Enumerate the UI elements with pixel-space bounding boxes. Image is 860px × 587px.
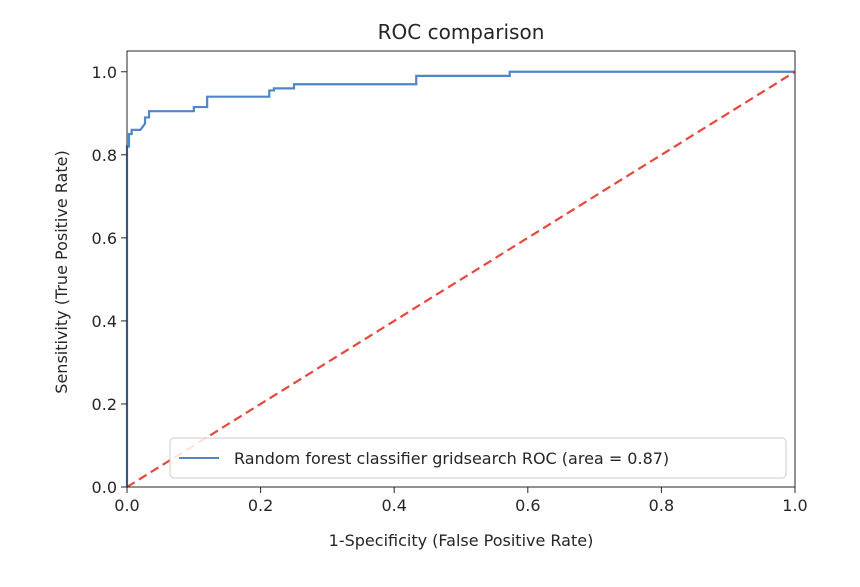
x-axis-label: 1-Specificity (False Positive Rate) bbox=[329, 531, 594, 550]
y-tick-label: 0.8 bbox=[92, 146, 117, 165]
x-tick-label: 1.0 bbox=[782, 496, 807, 515]
legend: Random forest classifier gridsearch ROC … bbox=[169, 437, 787, 479]
legend-label: Random forest classifier gridsearch ROC … bbox=[234, 449, 669, 468]
y-tick-label: 1.0 bbox=[92, 63, 117, 82]
y-tick-label: 0.0 bbox=[92, 478, 117, 497]
axes-frame bbox=[126, 50, 796, 488]
y-axis-label: Sensitivity (True Positive Rate) bbox=[52, 150, 71, 393]
legend-box bbox=[169, 437, 787, 479]
chart-title: ROC comparison bbox=[378, 20, 545, 44]
chance-diagonal-line bbox=[126, 70, 796, 488]
x-tick-label: 0.4 bbox=[381, 496, 406, 515]
y-tick-label: 0.6 bbox=[92, 229, 117, 248]
x-tick-label: 0.2 bbox=[248, 496, 273, 515]
x-tick-label: 0.8 bbox=[649, 496, 674, 515]
x-tick-label: 0.0 bbox=[114, 496, 139, 515]
plot-area bbox=[125, 70, 796, 488]
y-tick-label: 0.4 bbox=[92, 312, 117, 331]
y-tick-label: 0.2 bbox=[92, 395, 117, 414]
roc-curve-line bbox=[125, 70, 795, 487]
x-axis-ticks: 0.0 0.2 0.4 0.6 0.8 1.0 bbox=[114, 487, 808, 515]
x-tick-label: 0.6 bbox=[515, 496, 540, 515]
y-axis-ticks: 0.0 0.2 0.4 0.6 0.8 1.0 bbox=[92, 63, 127, 497]
